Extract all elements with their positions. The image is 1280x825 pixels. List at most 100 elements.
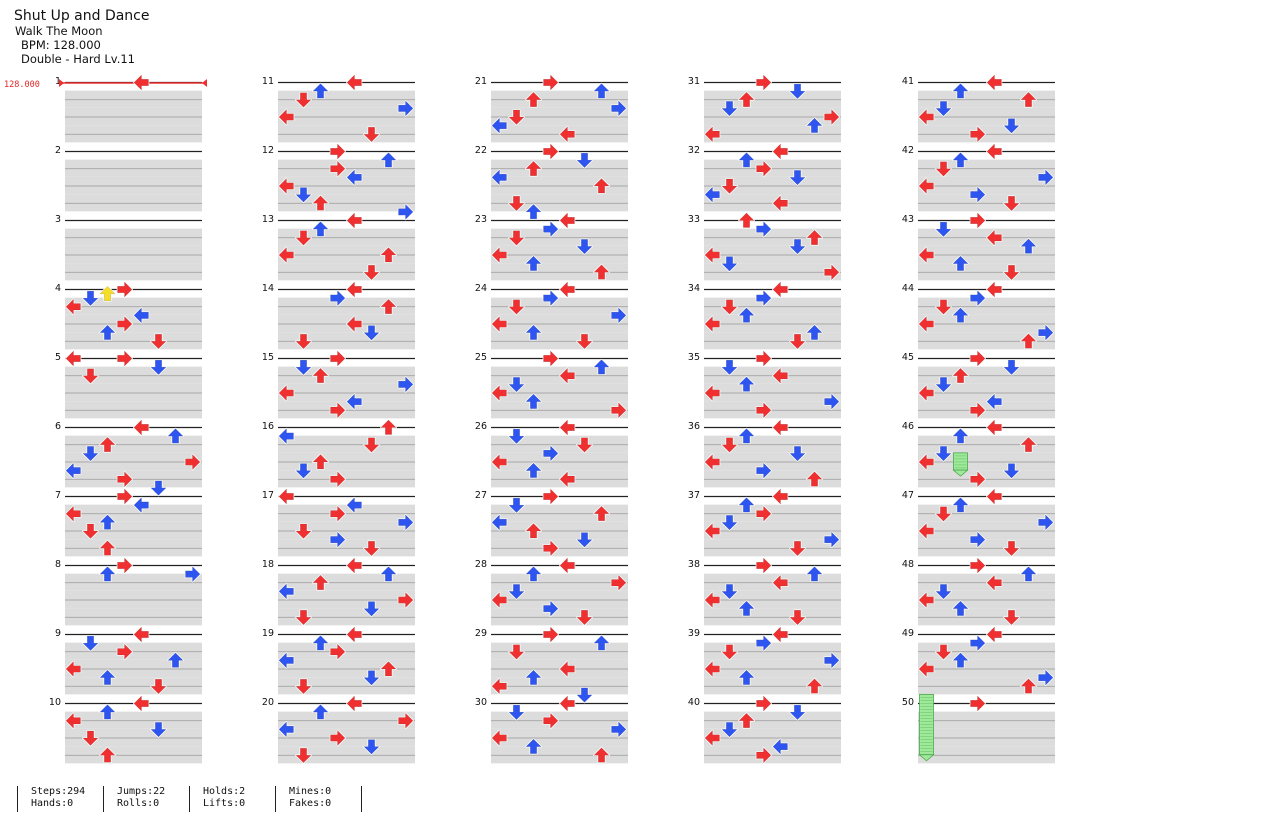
beat-band xyxy=(278,194,415,212)
arrow-body xyxy=(65,661,81,677)
arrow-body xyxy=(704,661,720,677)
beat-band xyxy=(918,366,1055,384)
left-arrow-icon xyxy=(772,367,789,385)
up-arrow-icon xyxy=(806,229,823,246)
arrow-body xyxy=(789,170,806,186)
beat-band xyxy=(704,125,841,143)
measure-number: 1 xyxy=(55,76,61,87)
beat-band xyxy=(278,107,415,126)
arrow-body xyxy=(918,316,934,332)
beat-band xyxy=(65,194,202,212)
left-arrow-icon xyxy=(133,74,150,91)
left-arrow-icon xyxy=(559,470,576,488)
beat-band xyxy=(491,452,628,471)
arrow-body xyxy=(721,256,738,272)
down-arrow-icon xyxy=(150,678,167,695)
right-arrow-icon xyxy=(610,401,627,419)
beat-band xyxy=(278,366,415,384)
arrow-body xyxy=(185,454,201,470)
arrow-body xyxy=(806,471,823,487)
beat-band xyxy=(918,176,1055,195)
up-arrow-icon xyxy=(952,151,969,168)
arrow-body xyxy=(721,178,738,194)
down-arrow-icon xyxy=(363,126,380,143)
right-arrow-icon xyxy=(823,263,840,281)
down-arrow-icon xyxy=(789,704,806,721)
down-arrow-icon xyxy=(789,540,806,557)
arrow-body xyxy=(525,393,542,409)
arrow-body xyxy=(330,402,346,419)
arrow-body xyxy=(970,350,986,367)
hold-end xyxy=(918,754,935,762)
up-arrow-icon xyxy=(525,462,542,479)
arrow-body xyxy=(278,385,294,401)
arrow-body xyxy=(756,462,772,479)
up-arrow-icon xyxy=(525,669,542,686)
down-arrow-icon xyxy=(1003,359,1020,376)
up-arrow-icon xyxy=(952,82,969,99)
left-arrow-icon xyxy=(278,177,295,195)
arrow-body xyxy=(117,350,133,367)
arrow-body xyxy=(82,446,99,462)
arrow-body xyxy=(986,74,1002,91)
down-arrow-icon xyxy=(721,100,738,117)
arrow-body xyxy=(704,523,720,539)
left-arrow-icon xyxy=(918,315,935,333)
arrow-body xyxy=(970,695,986,712)
arrow-body xyxy=(150,722,167,738)
measure-number: 2 xyxy=(55,145,61,156)
measure-number: 42 xyxy=(902,145,914,156)
arrow-body xyxy=(559,695,575,712)
left-arrow-icon xyxy=(772,574,789,592)
right-arrow-icon xyxy=(116,643,133,661)
down-arrow-icon xyxy=(82,367,99,385)
arrow-body xyxy=(772,626,788,643)
left-arrow-icon xyxy=(278,108,295,126)
arrow-body xyxy=(611,574,627,591)
arrow-body xyxy=(918,592,934,608)
left-arrow-icon xyxy=(65,462,82,479)
arrow-body xyxy=(593,178,610,194)
arrow-body xyxy=(559,419,575,436)
left-arrow-icon xyxy=(918,660,935,678)
left-arrow-icon xyxy=(918,591,935,609)
arrow-body xyxy=(704,316,720,332)
beat-band xyxy=(491,314,628,333)
arrow-body xyxy=(525,91,542,107)
beat-band xyxy=(278,228,415,246)
measure-number: 7 xyxy=(55,490,61,501)
arrow-body xyxy=(1020,678,1037,694)
arrow-body xyxy=(99,669,116,685)
right-arrow-icon xyxy=(542,220,559,238)
arrow-body xyxy=(346,626,362,643)
arrow-body xyxy=(986,488,1002,505)
beat-band xyxy=(491,263,628,281)
down-arrow-icon xyxy=(508,229,525,247)
left-arrow-icon xyxy=(278,488,295,505)
up-arrow-icon xyxy=(99,285,116,302)
arrow-body xyxy=(150,359,167,375)
arrow-body xyxy=(789,704,806,720)
right-arrow-icon xyxy=(542,143,559,160)
stats-bar: Steps:294 Hands:0 Jumps:22 Rolls:0 Holds… xyxy=(17,786,363,812)
beat-band xyxy=(704,677,841,695)
up-arrow-icon xyxy=(593,177,610,194)
left-arrow-icon xyxy=(704,522,721,540)
measure-number: 45 xyxy=(902,352,914,363)
right-arrow-icon xyxy=(1037,169,1054,186)
arrow-body xyxy=(1020,436,1037,452)
down-arrow-icon xyxy=(82,730,99,747)
arrow-body xyxy=(756,505,772,522)
arrow-body xyxy=(1020,333,1037,349)
arrow-body xyxy=(611,307,627,324)
up-arrow-icon xyxy=(99,746,116,764)
beat-band xyxy=(278,642,415,660)
beat-band xyxy=(918,608,1055,626)
arrow-body xyxy=(1003,196,1020,212)
down-arrow-icon xyxy=(935,505,952,523)
arrow-body xyxy=(167,652,184,668)
measure-number: 32 xyxy=(688,145,700,156)
arrow-body xyxy=(559,367,575,384)
left-arrow-icon xyxy=(559,125,576,143)
measure-number: 9 xyxy=(55,628,61,639)
